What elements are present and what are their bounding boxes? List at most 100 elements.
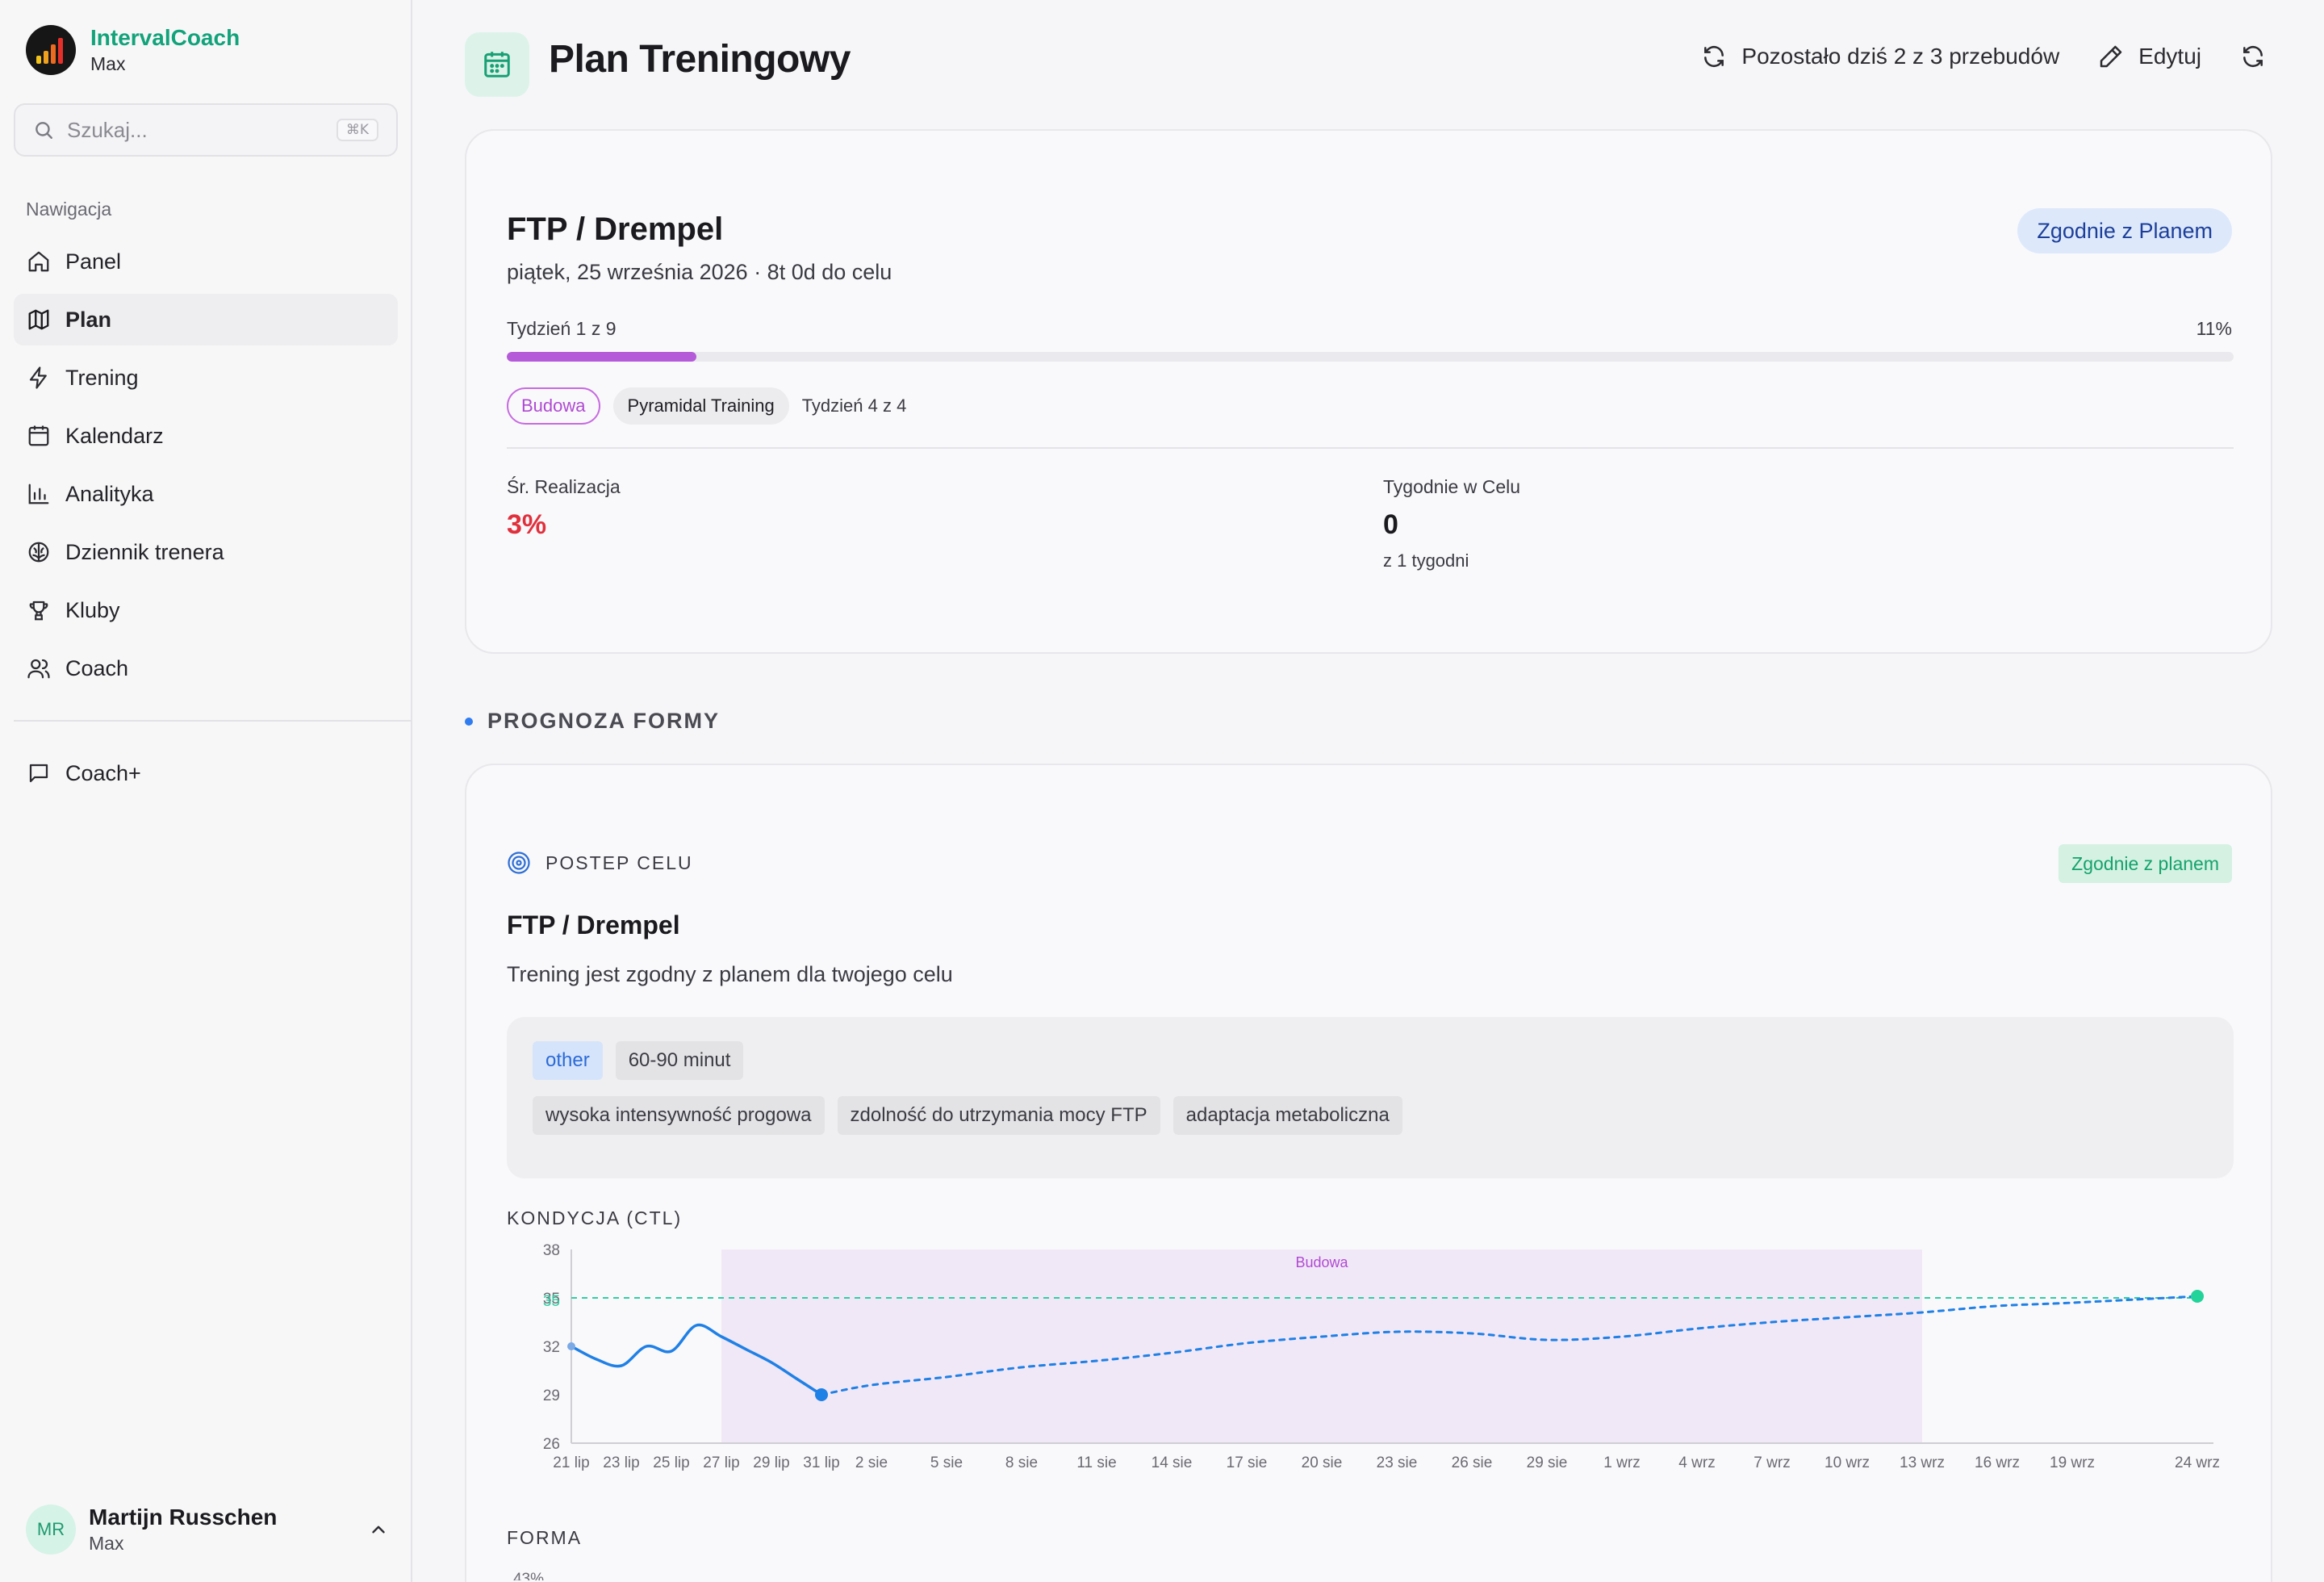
sidebar-item-label: Kalendarz xyxy=(65,423,164,448)
goal-progress-bar xyxy=(507,352,2234,362)
focus-chip: wysoka intensywność progowa xyxy=(533,1096,825,1135)
stat-value: 3% xyxy=(507,509,547,540)
focus-chip: adaptacja metaboliczna xyxy=(1172,1096,1402,1135)
pencil-icon xyxy=(2100,45,2122,68)
x-tick-label: 11 sie xyxy=(1076,1454,1116,1471)
x-tick-label: 31 lip xyxy=(803,1454,839,1471)
brand[interactable]: IntervalCoach Max xyxy=(26,24,240,76)
sidebar-item-kalendarz[interactable]: Kalendarz xyxy=(14,410,398,462)
sidebar-item-coach[interactable]: Coach xyxy=(14,642,398,694)
sidebar-item-analityka[interactable]: Analityka xyxy=(14,468,398,520)
sidebar-item-label: Coach+ xyxy=(65,760,141,785)
goal-date: piątek, 25 września 2026 · 8t 0d do celu xyxy=(507,260,892,284)
forecast-card: POSTEP CELU Zgodnie z planem FTP / Dremp… xyxy=(465,764,2272,1582)
actual-line xyxy=(570,1323,823,1396)
sidebar-item-dziennik[interactable]: Dziennik trenera xyxy=(14,526,398,578)
sport-chip: other xyxy=(533,1041,603,1080)
search-placeholder: Szukaj... xyxy=(67,117,148,142)
y-tick-label: 43% xyxy=(513,1571,544,1580)
divider xyxy=(507,447,2234,449)
today-point xyxy=(815,1388,828,1401)
x-tick-label: 19 wrz xyxy=(2050,1454,2095,1471)
x-tick-label: 1 wrz xyxy=(1603,1454,1640,1471)
week-label: Tydzień 1 z 9 xyxy=(507,318,617,339)
status-badge: Zgodnie z planem xyxy=(2059,844,2232,883)
week-percent: 11% xyxy=(2196,318,2232,339)
rebuild-button[interactable]: Pozostało dziś 2 z 3 przebudów xyxy=(1701,44,2059,69)
y-tick-label: 38 xyxy=(543,1242,560,1259)
x-tick-label: 23 sie xyxy=(1377,1454,1418,1471)
section-dot xyxy=(465,717,473,726)
map-icon xyxy=(28,309,49,330)
x-tick-label: 14 sie xyxy=(1152,1454,1193,1471)
x-tick-label: 13 wrz xyxy=(1900,1454,1945,1471)
sidebar-item-coach-plus[interactable]: Coach+ xyxy=(14,747,398,799)
x-tick-label: 29 lip xyxy=(753,1454,789,1471)
phase-tag: Budowa xyxy=(507,387,600,425)
calendar-icon xyxy=(28,425,49,446)
duration-chip: 60-90 minut xyxy=(615,1041,744,1080)
page-title: Plan Treningowy xyxy=(549,38,851,81)
user-menu[interactable]: MR Martijn Russchen Max xyxy=(26,1497,389,1562)
secondary-nav: Coach+ xyxy=(14,747,398,806)
x-tick-label: 27 lip xyxy=(703,1454,739,1471)
rebuild-label: Pozostało dziś 2 z 3 przebudów xyxy=(1741,44,2060,69)
brain-icon xyxy=(28,542,49,563)
user-plan: Max xyxy=(89,1533,124,1554)
target-icon xyxy=(508,852,530,874)
chart-title: KONDYCJA (CTL) xyxy=(507,1207,683,1228)
x-tick-label: 25 lip xyxy=(653,1454,689,1471)
search-shortcut: ⌘K xyxy=(336,119,378,141)
user-name: Martijn Russchen xyxy=(89,1505,278,1530)
target-label: 35 xyxy=(543,1293,560,1310)
section-title: PROGNOZA FORMY xyxy=(487,709,720,733)
bolt-icon xyxy=(29,366,47,389)
status-badge: Zgodnie z Planem xyxy=(2017,208,2232,253)
sidebar-item-panel[interactable]: Panel xyxy=(14,236,398,287)
edit-button[interactable]: Edytuj xyxy=(2098,44,2201,69)
goal-title: FTP / Drempel xyxy=(507,211,724,247)
ctl-chart: Budowa 26 29 32 35 38 21 lip 23 lip 25 lip 27 lip… xyxy=(543,1242,2220,1471)
x-tick-label: 16 wrz xyxy=(1975,1454,2020,1471)
edit-label: Edytuj xyxy=(2138,44,2201,69)
x-tick-label: 17 sie xyxy=(1227,1454,1268,1471)
stat-sub: z 1 tygodni xyxy=(1383,550,1469,571)
x-tick-label: 7 wrz xyxy=(1753,1454,1790,1471)
x-tick-label: 20 sie xyxy=(1302,1454,1343,1471)
trophy-icon xyxy=(29,601,48,621)
x-tick-label: 4 wrz xyxy=(1678,1454,1715,1471)
page-icon xyxy=(465,32,529,97)
form-chart-title: FORMA xyxy=(507,1527,583,1548)
x-tick-label: 10 wrz xyxy=(1825,1454,1870,1471)
app-plan: Max xyxy=(90,53,126,74)
phase-band-label: Budowa xyxy=(1295,1254,1348,1270)
sidebar-item-trening[interactable]: Trening xyxy=(14,352,398,404)
nav-divider xyxy=(14,720,412,722)
sidebar-item-label: Analityka xyxy=(65,481,154,506)
refresh-icon xyxy=(2243,45,2263,68)
x-tick-label: 26 sie xyxy=(1452,1454,1493,1471)
goal-point xyxy=(2191,1290,2204,1303)
block-week: Tydzień 4 z 4 xyxy=(801,396,907,416)
goal-card: FTP / Drempel piątek, 25 września 2026 ·… xyxy=(465,129,2272,654)
forecast-line xyxy=(820,1295,2199,1396)
refresh-button[interactable] xyxy=(2240,44,2280,69)
sidebar-item-kluby[interactable]: Kluby xyxy=(14,584,398,636)
chevron-up-icon[interactable] xyxy=(368,1519,389,1540)
app-logo xyxy=(26,25,76,75)
search-input[interactable]: Szukaj... ⌘K xyxy=(14,103,398,157)
forecast-goal-title: FTP / Drempel xyxy=(507,910,680,940)
stat-weeks-on-target: Tygodnie w Celu 0 z 1 tygodni xyxy=(1383,476,1520,571)
form-chart: 43% xyxy=(513,1571,544,1580)
nav-heading: Nawigacja xyxy=(26,199,112,220)
stat-label: Śr. Realizacja xyxy=(507,476,621,497)
sidebar-item-label: Panel xyxy=(65,249,122,274)
users-icon xyxy=(27,659,50,679)
sidebar-item-plan[interactable]: Plan xyxy=(14,294,398,345)
sidebar-item-label: Plan xyxy=(65,307,112,332)
x-tick-label: 24 wrz xyxy=(2175,1454,2220,1471)
sidebar-item-label: Dziennik trenera xyxy=(65,539,224,564)
bar-chart-icon xyxy=(28,483,49,504)
y-tick-label: 29 xyxy=(543,1387,560,1404)
sidebar: IntervalCoach Max Szukaj... ⌘K Nawigacja… xyxy=(0,0,412,1582)
